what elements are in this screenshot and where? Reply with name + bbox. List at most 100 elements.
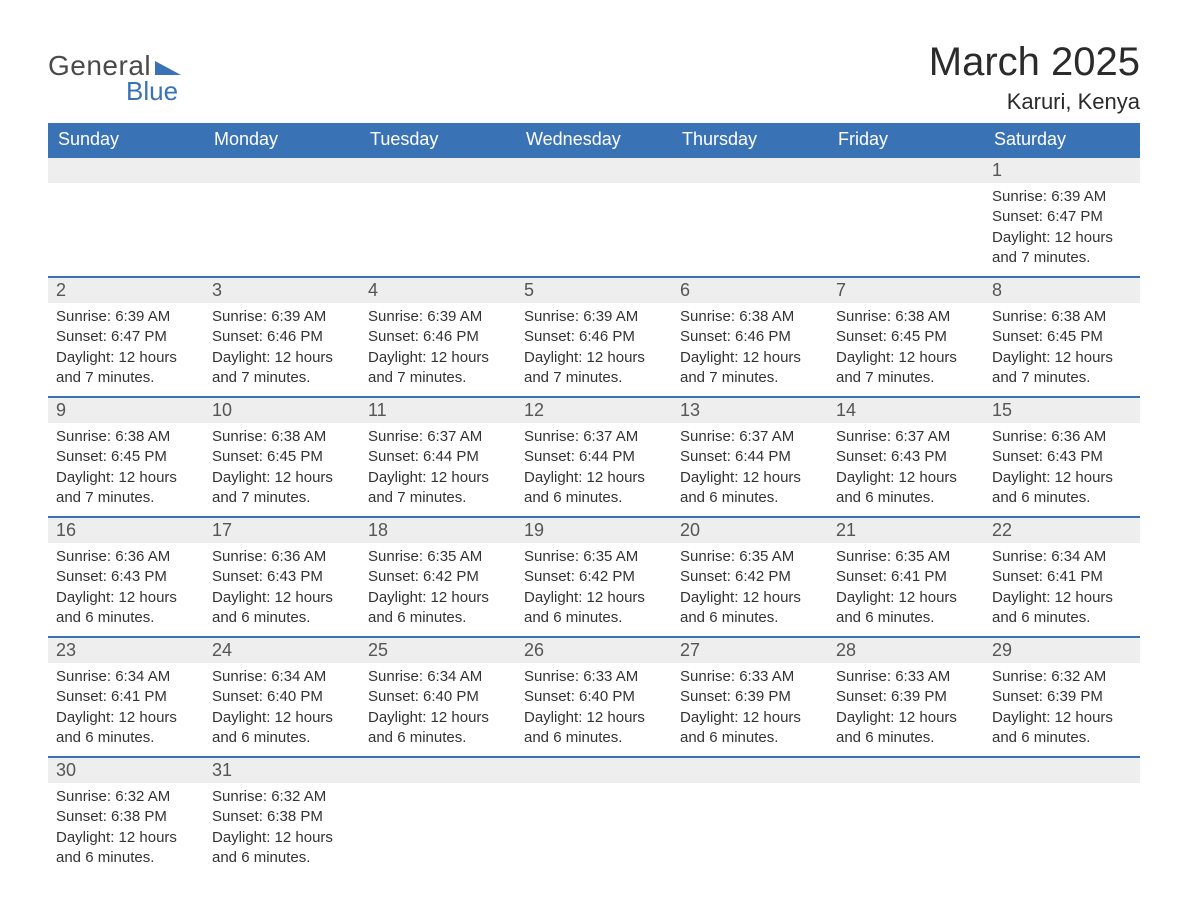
sunrise-text: Sunrise: 6:38 AM (992, 307, 1132, 327)
day-number-row (672, 758, 828, 783)
calendar-week-row: 30Sunrise: 6:32 AMSunset: 6:38 PMDayligh… (48, 757, 1140, 876)
day-number: 24 (204, 638, 360, 663)
calendar-day-cell: 10Sunrise: 6:38 AMSunset: 6:45 PMDayligh… (204, 397, 360, 517)
day-body: Sunrise: 6:35 AMSunset: 6:42 PMDaylight:… (672, 543, 828, 636)
day-number-row: 9 (48, 398, 204, 423)
day-number: 5 (516, 278, 672, 303)
day-body (828, 183, 984, 263)
calendar-empty-cell (672, 757, 828, 876)
weekday-header: Saturday (984, 123, 1140, 157)
sunrise-text: Sunrise: 6:32 AM (992, 667, 1132, 687)
day-number-row (204, 158, 360, 183)
day-body (204, 183, 360, 263)
day-number: 14 (828, 398, 984, 423)
day-number-row (828, 758, 984, 783)
sunset-text: Sunset: 6:47 PM (992, 207, 1132, 227)
day-body: Sunrise: 6:32 AMSunset: 6:39 PMDaylight:… (984, 663, 1140, 756)
weekday-header: Thursday (672, 123, 828, 157)
daylight-text: Daylight: 12 hours and 6 minutes. (680, 468, 820, 509)
calendar-empty-cell (516, 157, 672, 277)
calendar-day-cell: 18Sunrise: 6:35 AMSunset: 6:42 PMDayligh… (360, 517, 516, 637)
title-block: March 2025 Karuri, Kenya (929, 40, 1140, 115)
day-number: 2 (48, 278, 204, 303)
calendar-day-cell: 9Sunrise: 6:38 AMSunset: 6:45 PMDaylight… (48, 397, 204, 517)
sunset-text: Sunset: 6:41 PM (992, 567, 1132, 587)
sunset-text: Sunset: 6:39 PM (680, 687, 820, 707)
day-number-row (984, 758, 1140, 783)
sunrise-text: Sunrise: 6:39 AM (212, 307, 352, 327)
sunrise-text: Sunrise: 6:33 AM (680, 667, 820, 687)
day-body (360, 783, 516, 863)
sunrise-text: Sunrise: 6:35 AM (524, 547, 664, 567)
sunset-text: Sunset: 6:46 PM (524, 327, 664, 347)
daylight-text: Daylight: 12 hours and 6 minutes. (992, 468, 1132, 509)
calendar-day-cell: 4Sunrise: 6:39 AMSunset: 6:46 PMDaylight… (360, 277, 516, 397)
sunset-text: Sunset: 6:44 PM (524, 447, 664, 467)
sunset-text: Sunset: 6:41 PM (836, 567, 976, 587)
calendar-body: 1Sunrise: 6:39 AMSunset: 6:47 PMDaylight… (48, 157, 1140, 876)
sunset-text: Sunset: 6:46 PM (680, 327, 820, 347)
day-number: 25 (360, 638, 516, 663)
day-body: Sunrise: 6:34 AMSunset: 6:41 PMDaylight:… (48, 663, 204, 756)
day-body (984, 783, 1140, 863)
sunrise-text: Sunrise: 6:36 AM (212, 547, 352, 567)
daylight-text: Daylight: 12 hours and 6 minutes. (680, 588, 820, 629)
daylight-text: Daylight: 12 hours and 7 minutes. (212, 468, 352, 509)
day-number: 10 (204, 398, 360, 423)
day-number-row: 23 (48, 638, 204, 663)
day-number-row: 15 (984, 398, 1140, 423)
calendar-day-cell: 28Sunrise: 6:33 AMSunset: 6:39 PMDayligh… (828, 637, 984, 757)
sunset-text: Sunset: 6:45 PM (212, 447, 352, 467)
day-body: Sunrise: 6:37 AMSunset: 6:44 PMDaylight:… (516, 423, 672, 516)
logo: General Blue (48, 50, 181, 107)
calendar-day-cell: 15 Sunrise: 6:36 AMSunset: 6:43 PMDayligh… (984, 397, 1140, 517)
day-body: Sunrise: 6:39 AMSunset: 6:46 PMDaylight:… (516, 303, 672, 396)
day-number-row: 3 (204, 278, 360, 303)
day-number: 29 (984, 638, 1140, 663)
day-number-row (48, 158, 204, 183)
day-body: Sunrise: 6:37 AMSunset: 6:44 PMDaylight:… (360, 423, 516, 516)
day-body (516, 783, 672, 863)
day-body: Sunrise: 6:38 AMSunset: 6:45 PMDaylight:… (984, 303, 1140, 396)
day-number: 20 (672, 518, 828, 543)
sunrise-text: Sunrise: 6:33 AM (524, 667, 664, 687)
daylight-text: Daylight: 12 hours and 6 minutes. (56, 588, 196, 629)
daylight-text: Daylight: 12 hours and 6 minutes. (524, 468, 664, 509)
day-body: Sunrise: 6:35 AMSunset: 6:41 PMDaylight:… (828, 543, 984, 636)
sunset-text: Sunset: 6:44 PM (368, 447, 508, 467)
day-number: 11 (360, 398, 516, 423)
calendar-day-cell: 22Sunrise: 6:34 AMSunset: 6:41 PMDayligh… (984, 517, 1140, 637)
daylight-text: Daylight: 12 hours and 6 minutes. (56, 828, 196, 869)
sunrise-text: Sunrise: 6:35 AM (680, 547, 820, 567)
day-number-row: 8 (984, 278, 1140, 303)
day-number-row: 30 (48, 758, 204, 783)
day-body: Sunrise: 6:32 AMSunset: 6:38 PMDaylight:… (204, 783, 360, 876)
day-number-row: 6 (672, 278, 828, 303)
day-body: Sunrise: 6:36 AMSunset: 6:43 PMDaylight:… (48, 543, 204, 636)
calendar-day-cell: 27Sunrise: 6:33 AMSunset: 6:39 PMDayligh… (672, 637, 828, 757)
location: Karuri, Kenya (929, 89, 1140, 115)
day-number: 13 (672, 398, 828, 423)
sunrise-text: Sunrise: 6:34 AM (56, 667, 196, 687)
sunrise-text: Sunrise: 6:36 AM (56, 547, 196, 567)
daylight-text: Daylight: 12 hours and 7 minutes. (368, 348, 508, 389)
sunset-text: Sunset: 6:44 PM (680, 447, 820, 467)
sunset-text: Sunset: 6:45 PM (992, 327, 1132, 347)
day-number: 6 (672, 278, 828, 303)
month-title: March 2025 (929, 40, 1140, 85)
sunset-text: Sunset: 6:43 PM (992, 447, 1132, 467)
day-body: Sunrise: 6:34 AMSunset: 6:40 PMDaylight:… (204, 663, 360, 756)
calendar-empty-cell (360, 757, 516, 876)
day-number-row (672, 158, 828, 183)
sunrise-text: Sunrise: 6:34 AM (212, 667, 352, 687)
day-number: 12 (516, 398, 672, 423)
day-number: 30 (48, 758, 204, 783)
day-body: Sunrise: 6:37 AMSunset: 6:44 PMDaylight:… (672, 423, 828, 516)
calendar-day-cell: 30Sunrise: 6:32 AMSunset: 6:38 PMDayligh… (48, 757, 204, 876)
sunrise-text: Sunrise: 6:39 AM (992, 187, 1132, 207)
day-body: Sunrise: 6:38 AMSunset: 6:45 PMDaylight:… (828, 303, 984, 396)
day-body (672, 183, 828, 263)
daylight-text: Daylight: 12 hours and 7 minutes. (56, 468, 196, 509)
calendar-empty-cell (828, 157, 984, 277)
sunrise-text: Sunrise: 6:36 AM (992, 427, 1132, 447)
